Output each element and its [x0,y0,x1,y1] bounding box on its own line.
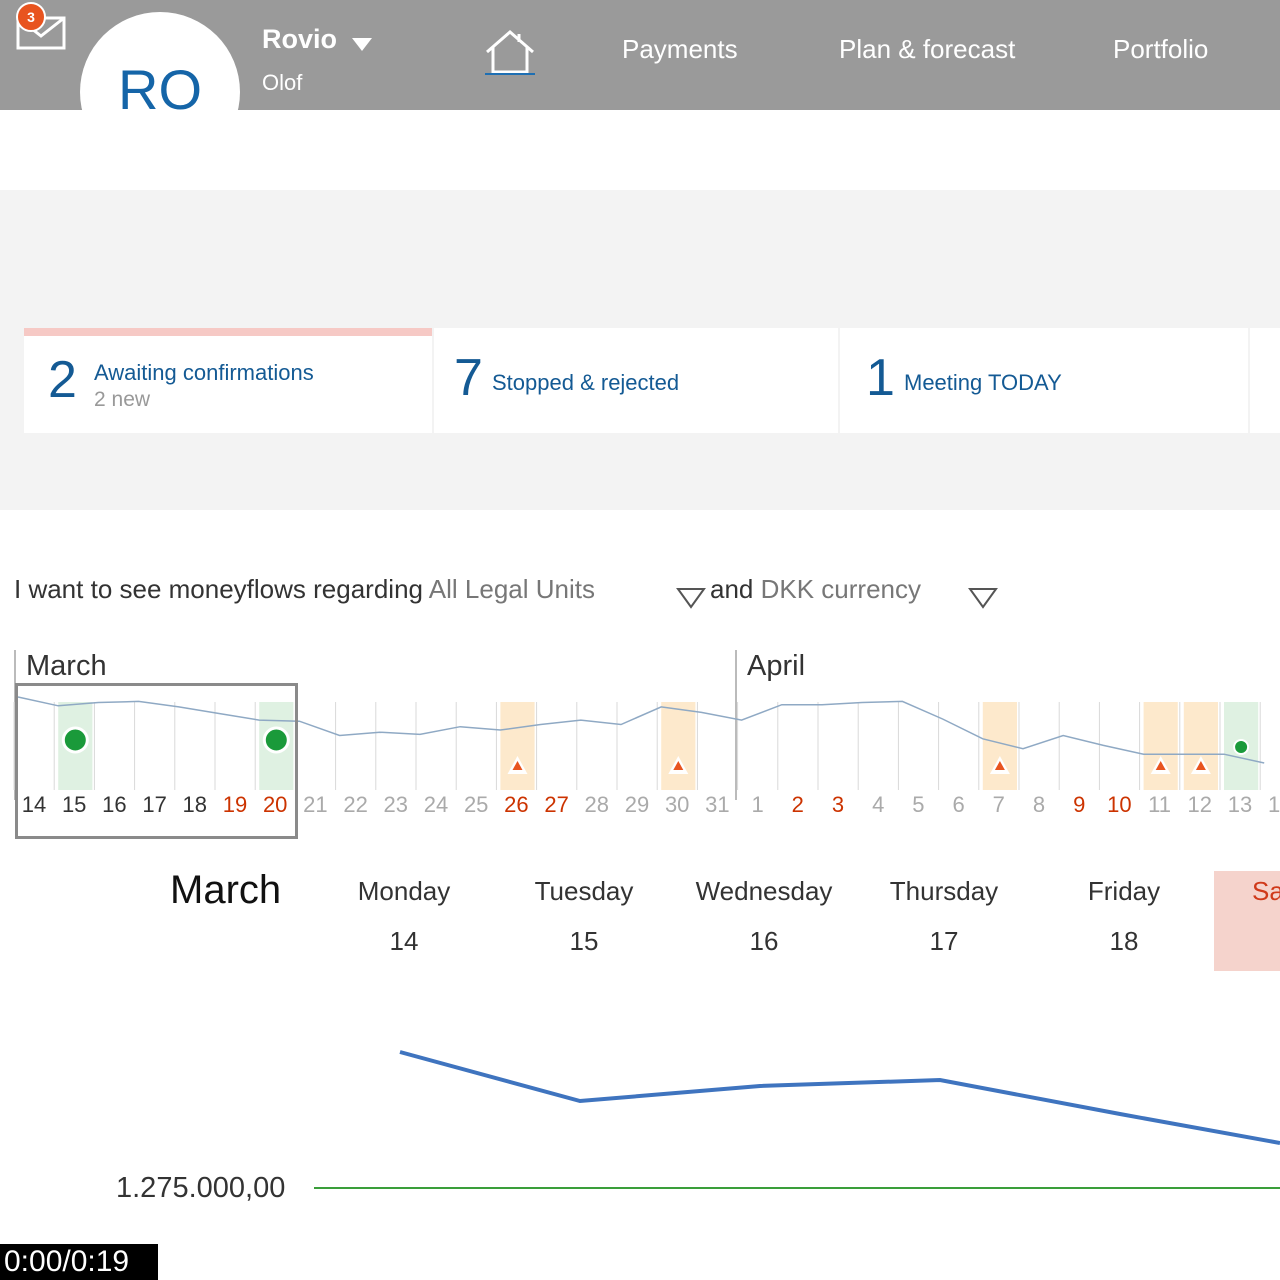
filter-prefix: I want to see moneyflows regarding [14,574,423,604]
awaiting-sub: 2 new [94,388,151,411]
timeline-trend-line [17,696,1265,764]
timeline-day-label[interactable]: 24 [423,792,449,817]
warning-marker [1195,761,1206,770]
timeline-day-label[interactable]: 18 [182,792,208,817]
marker-column [1183,702,1218,790]
timeline-day-label[interactable]: 31 [705,792,730,817]
timeline-day-label[interactable]: 20 [262,792,288,817]
card-accent [24,328,432,336]
avatar-initials: RO [118,58,202,121]
warning-marker [673,761,684,770]
awaiting-label: Awaiting confirmations [94,360,314,385]
timeline-day-label[interactable]: 25 [463,792,489,817]
marker-column [500,702,535,790]
timeline-day-label[interactable]: 10 [1107,792,1132,817]
timeline-day-label[interactable]: 8 [1032,792,1046,817]
filter-sentence: I want to see moneyflows regarding All L… [14,574,595,605]
weekday-date: 16 [749,926,779,956]
timeline-day-label[interactable]: 9 [1073,792,1086,817]
timeline-overview[interactable] [0,640,1280,800]
timeline-day-label[interactable]: 26 [504,792,529,817]
timeline-day-label[interactable]: 4 [872,792,885,817]
weekday-date: 14 [389,926,419,956]
timeline-day-label[interactable]: 29 [624,792,650,817]
meeting-today-card[interactable]: 1 Meeting TODAY [840,328,1248,433]
timeline-day-label[interactable]: 14 [21,792,47,817]
timeline-month-april: April [747,650,806,682]
confirmed-payment-marker [61,726,89,754]
filter-sentence-currency: and DKK currency [710,574,921,605]
weekday-name: Thursday [889,876,999,906]
timeline-day-label[interactable]: 15 [61,792,87,817]
timeline-day-label[interactable]: 23 [383,792,409,817]
filter-middle: and [710,574,754,604]
stopped-count: 7 [454,349,483,407]
timeline-selection-window[interactable] [15,683,298,839]
timeline-day-label[interactable]: 3 [831,792,845,817]
balance-chart [314,1050,1280,1189]
timeline-day-label[interactable]: 19 [222,792,248,817]
timeline-day-label[interactable]: 6 [952,792,965,817]
warning-marker [994,761,1005,770]
company-name[interactable]: Rovio [262,24,338,54]
timeline-day-label[interactable]: 7 [992,792,1005,817]
user-name: Olof [262,70,303,95]
nav-plan-forecast[interactable]: Plan & forecast [839,34,1016,64]
legal-units-dropdown-icon[interactable] [676,586,706,610]
timeline-day-label[interactable]: 13 [1227,792,1253,817]
confirmed-payment-marker [262,726,290,754]
weekday-name: Wednesday [695,876,833,906]
next-summary-card[interactable] [1250,328,1280,433]
stopped-rejected-card[interactable]: 7 Stopped & rejected [434,328,838,433]
legal-units-select[interactable]: All Legal Units [428,574,595,604]
weekday-name: Monday [357,876,451,906]
mail-count-badge: 3 [16,2,46,32]
home-icon[interactable] [483,28,537,76]
timeline-day-label[interactable]: 28 [584,792,610,817]
awaiting-count: 2 [48,351,77,409]
warning-marker [512,761,523,770]
confirmed-payment-marker [1233,739,1250,755]
timeline-month-march: March [26,650,107,682]
marker-column [1143,702,1178,790]
month-separator [735,650,737,800]
timeline-day-label[interactable]: 16 [102,792,127,817]
avatar[interactable]: RO [80,12,240,172]
balance-line [399,1050,1280,1145]
meeting-count: 1 [866,349,895,407]
timeline-day-label[interactable]: 21 [303,792,328,817]
saturday-column [1214,871,1280,971]
video-timestamp: 0:00/0:19 [0,1244,158,1280]
marker-column [661,702,696,790]
timeline-day-label[interactable]: 5 [912,792,925,817]
weekday-date: 15 [569,926,599,956]
weekday-date: 17 [929,926,959,956]
nav-payments[interactable]: Payments [622,34,738,64]
timeline-day-label[interactable]: 12 [1187,792,1213,817]
timeline-day-label[interactable]: 14 [1267,792,1280,817]
warning-marker [1155,761,1166,770]
currency-select[interactable]: DKK currency [760,574,922,604]
weekday-date: 18 [1109,926,1139,956]
baseline-value-label: 1.275.000,00 [116,1172,286,1204]
timeline-day-label[interactable]: 11 [1148,792,1172,817]
stopped-label: Stopped & rejected [492,370,680,395]
meeting-label: Meeting TODAY [904,370,1062,395]
top-bar: 3 RO Rovio Olof Payments Plan & forecast… [0,0,1280,172]
week-month-title: March [170,868,282,912]
weekday-name: Tuesday [534,876,634,906]
weekday-name: Friday [1087,876,1161,906]
nav-portfolio[interactable]: Portfolio [1113,34,1209,64]
chevron-down-icon[interactable] [352,38,372,51]
timeline-day-label[interactable]: 30 [664,792,690,817]
timeline-day-label[interactable]: 22 [343,792,368,817]
saturday-label: Sa [1252,876,1280,906]
timeline-day-label[interactable]: 1 [751,792,764,817]
timeline-day-label[interactable]: 17 [142,792,167,817]
timeline-day-label[interactable]: 27 [544,792,569,817]
currency-dropdown-icon[interactable] [968,586,998,610]
awaiting-confirmations-card[interactable]: 2 Awaiting confirmations 2 new [24,328,432,433]
timeline-day-label[interactable]: 2 [791,792,804,817]
